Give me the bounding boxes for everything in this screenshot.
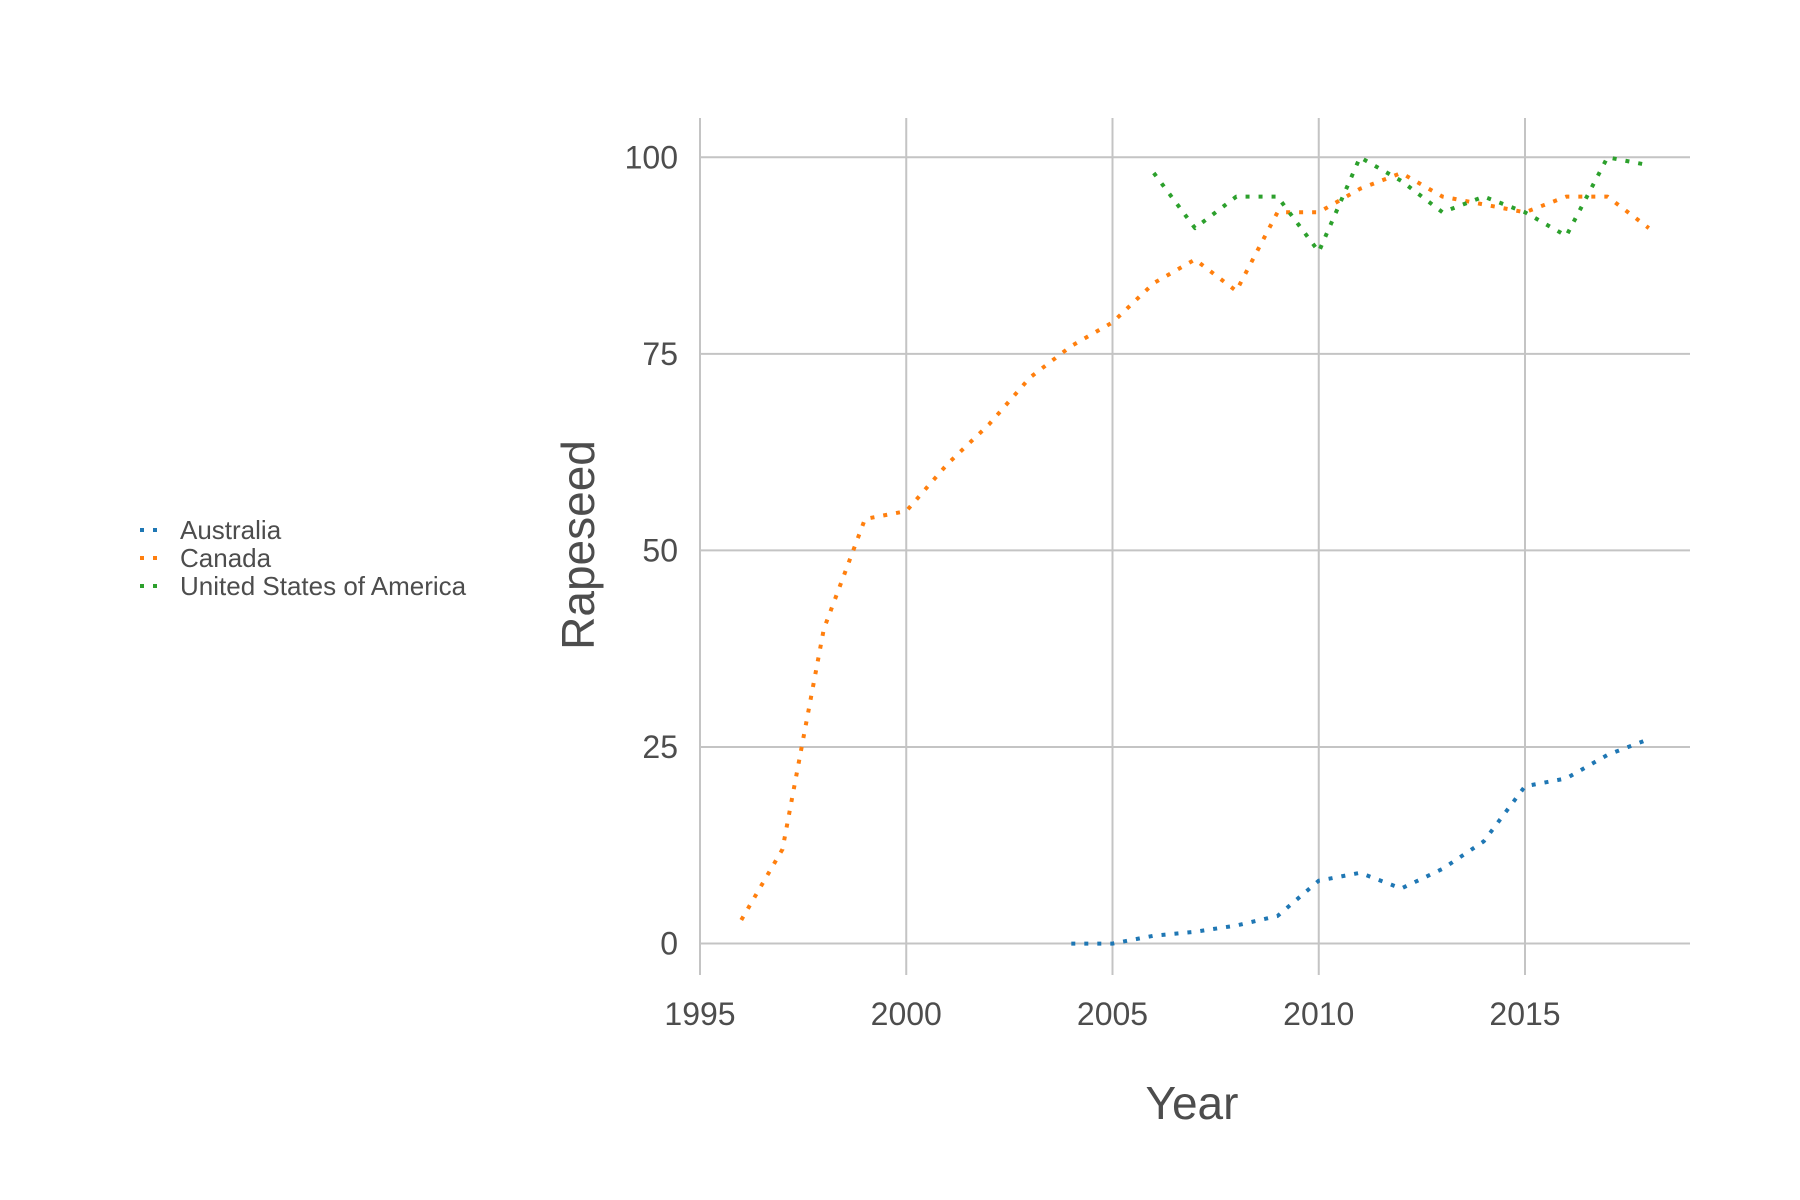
x-gridlines — [699, 118, 1526, 975]
y-tick-label-50: 50 — [642, 532, 678, 568]
y-tick-label-75: 75 — [642, 336, 678, 372]
legend: Australia Canada United States of Americ… — [140, 515, 467, 601]
x-tick-labels: 1995 2000 2005 2010 2015 — [664, 996, 1560, 1032]
legend-label-united-states-of-america: United States of America — [180, 571, 467, 601]
legend-label-australia: Australia — [180, 515, 282, 545]
series-line-canada — [739, 171, 1651, 922]
x-tick-label-2005: 2005 — [1077, 996, 1148, 1032]
series-line-australia — [1071, 737, 1650, 946]
y-axis-title: Rapeseed — [552, 440, 604, 650]
x-tick-label-2000: 2000 — [871, 996, 942, 1032]
series-line-united-states-of-america — [1152, 155, 1650, 254]
legend-item-australia[interactable]: Australia — [140, 515, 282, 545]
legend-label-canada: Canada — [180, 543, 272, 573]
x-tick-label-1995: 1995 — [664, 996, 735, 1032]
y-tick-label-0: 0 — [660, 926, 678, 962]
legend-item-canada[interactable]: Canada — [140, 543, 272, 573]
series-lines — [739, 155, 1651, 946]
x-axis-title: Year — [1146, 1077, 1239, 1129]
y-tick-labels: 0 25 50 75 100 — [625, 139, 678, 961]
y-tick-label-100: 100 — [625, 139, 678, 175]
x-tick-label-2015: 2015 — [1489, 996, 1560, 1032]
y-tick-label-25: 25 — [642, 729, 678, 765]
x-tick-label-2010: 2010 — [1283, 996, 1354, 1032]
y-gridlines — [700, 156, 1690, 945]
legend-item-united-states-of-america[interactable]: United States of America — [140, 571, 467, 601]
